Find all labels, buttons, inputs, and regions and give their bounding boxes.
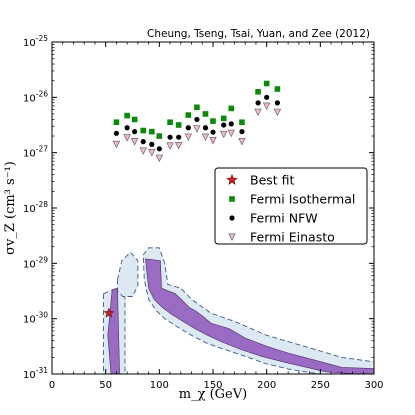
- x-tick-label-200: 200: [257, 380, 276, 391]
- fermi-nfw-point-10: [202, 125, 209, 131]
- fermi-nfw-point-6: [167, 134, 173, 140]
- legend-marker-fermi-nfw: [229, 215, 235, 221]
- fermi-isothermal-point-13: [228, 105, 235, 112]
- fermi-nfw-point-5: [156, 146, 162, 152]
- fermi-isothermal-point-14: [239, 119, 245, 126]
- fermi-einasto-point-4: [148, 149, 156, 157]
- fermi-isothermal-point-16: [263, 80, 270, 87]
- fermi-einasto-point-13: [227, 129, 235, 138]
- y-tick-label--29: 10-29: [23, 255, 48, 270]
- legend-label-fermi-nfw: Fermi NFW: [250, 211, 318, 226]
- fermi-nfw-point-0: [113, 130, 119, 136]
- fermi-einasto-point-1: [123, 134, 131, 142]
- fermi-nfw-point-17: [274, 100, 280, 106]
- fermi-nfw-point-13: [228, 121, 234, 127]
- legend-marker-fermi-einasto: [228, 233, 236, 241]
- fermi-isothermal-point-15: [255, 89, 261, 95]
- fermi-einasto-point-9: [193, 125, 201, 133]
- y-axis-label: σv_Z (cm³ s⁻¹): [3, 161, 18, 255]
- fermi-einasto-point-6: [166, 142, 174, 150]
- regions-layer: [103, 247, 375, 375]
- fermi-nfw-point-9: [194, 116, 200, 123]
- y-tick-label--30: 10-30: [23, 311, 48, 326]
- fermi-nfw-point-2: [132, 129, 138, 135]
- fermi-nfw-point-15: [255, 100, 261, 106]
- allowed-region-left: [107, 287, 120, 375]
- fermi-isothermal-point-12: [220, 115, 227, 122]
- y-tick-label--31: 10-31: [23, 366, 48, 381]
- legend-marker-best-fit: [226, 173, 238, 186]
- fermi-einasto-point-10: [201, 133, 210, 142]
- fermi-nfw-point-1: [124, 125, 130, 131]
- fermi-einasto-point-5: [155, 154, 164, 163]
- fermi-isothermal-point-5: [156, 133, 163, 139]
- fermi-einasto-point-0: [112, 140, 121, 149]
- legend-box: [214, 167, 368, 245]
- fermi-nfw-point-8: [185, 125, 191, 131]
- fermi-isothermal-point-8: [185, 112, 192, 118]
- x-tick-label-100: 100: [150, 380, 169, 391]
- x-tick-label-50: 50: [99, 380, 112, 391]
- points-layer: [103, 80, 282, 318]
- outer-contour-blob: [117, 251, 139, 297]
- legend: Best fit Fermi Isothermal Fermi NFW Fermi E…: [214, 167, 368, 245]
- fermi-einasto-point-14: [238, 138, 246, 146]
- fermi-einasto-point-2: [130, 138, 139, 146]
- fermi-nfw-point-7: [176, 134, 182, 140]
- y-tick-label--28: 10-28: [23, 200, 48, 215]
- fermi-einasto-point-3: [139, 147, 147, 155]
- best-fit-point-0: [103, 307, 115, 318]
- fermi-isothermal-point-2: [131, 116, 138, 123]
- y-tick-label--26: 10-26: [23, 89, 48, 104]
- fermi-isothermal-point-1: [124, 112, 130, 119]
- fermi-isothermal-point-9: [194, 104, 200, 111]
- legend-marker-fermi-isothermal: [229, 196, 235, 202]
- fermi-isothermal-point-7: [175, 122, 182, 128]
- x-tick-label-300: 300: [364, 380, 383, 391]
- fermi-isothermal-point-4: [149, 128, 155, 135]
- fermi-nfw-point-11: [210, 129, 216, 135]
- x-tick-label-150: 150: [203, 380, 222, 391]
- y-tick-label--25: 10-25: [23, 34, 48, 49]
- chart-title: Cheung, Tseng, Tsai, Yuan, and Zee (2012…: [147, 28, 370, 40]
- fermi-einasto-point-11: [209, 136, 217, 145]
- fermi-einasto-point-12: [220, 130, 228, 139]
- x-tick-label-250: 250: [311, 380, 330, 391]
- legend-label-best-fit: Best fit: [250, 173, 295, 188]
- fermi-isothermal-point-11: [210, 118, 216, 124]
- fermi-isothermal-point-6: [167, 119, 173, 126]
- ticks-layer: 0 50 100 150 200 250 300 10-31 10-30 10-29 10-28 10…: [23, 34, 384, 391]
- fermi-einasto-point-16: [262, 102, 271, 111]
- fermi-einasto-point-17: [273, 108, 282, 117]
- fermi-isothermal-point-0: [113, 119, 120, 126]
- x-axis-label: m_χ (GeV): [179, 387, 247, 402]
- legend-label-fermi-isothermal: Fermi Isothermal: [250, 192, 355, 207]
- fermi-nfw-point-16: [264, 94, 270, 100]
- fermi-einasto-point-7: [174, 141, 183, 150]
- fermi-nfw-point-14: [239, 129, 245, 135]
- x-tick-label-0: 0: [49, 380, 55, 391]
- fermi-isothermal-point-10: [202, 111, 209, 117]
- fermi-nfw-point-4: [149, 141, 155, 147]
- fermi-einasto-point-15: [254, 108, 262, 117]
- fermi-isothermal-point-17: [274, 86, 281, 92]
- fermi-nfw-point-12: [221, 122, 227, 128]
- fermi-isothermal-point-3: [140, 127, 147, 134]
- fermi-einasto-point-8: [184, 133, 192, 142]
- y-tick-label--27: 10-27: [23, 145, 48, 160]
- fermi-nfw-point-3: [140, 139, 146, 145]
- legend-label-fermi-einasto: Fermi Einasto: [250, 230, 335, 245]
